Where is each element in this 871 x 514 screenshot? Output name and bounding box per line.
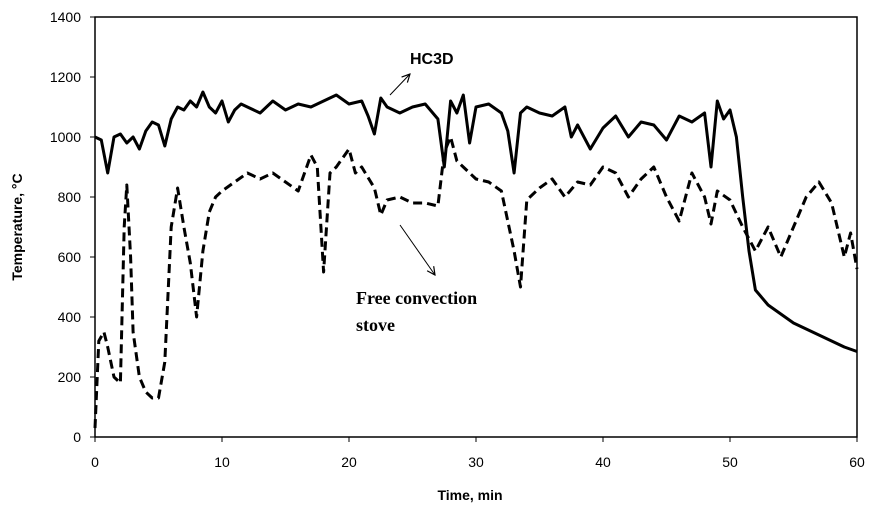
plot-frame xyxy=(94,16,858,438)
x-tick-label: 60 xyxy=(849,454,865,470)
annotation: HC3D xyxy=(410,51,454,68)
x-tick-label: 50 xyxy=(722,454,738,470)
y-tick-label: 1200 xyxy=(50,69,81,85)
y-tick-label: 1400 xyxy=(50,9,81,25)
x-tick-label: 20 xyxy=(341,454,357,470)
annotation: stove xyxy=(356,315,395,335)
x-tick-label: 10 xyxy=(214,454,230,470)
annotation-arrow xyxy=(399,224,435,275)
y-tick-label: 200 xyxy=(58,369,82,385)
y-axis-label: Temperature, °C xyxy=(9,173,25,280)
annotation-arrow xyxy=(389,74,410,96)
x-axis-label: Time, min xyxy=(437,487,502,503)
data-line xyxy=(94,90,858,353)
annotation: Free convection xyxy=(356,288,477,308)
x-tick-label: 0 xyxy=(91,454,99,470)
data-line xyxy=(93,135,859,429)
y-tick-label: 600 xyxy=(58,249,82,265)
y-tick-label: 1000 xyxy=(50,129,81,145)
y-tick-label: 800 xyxy=(58,189,82,205)
x-tick-label: 30 xyxy=(468,454,484,470)
y-tick-label: 400 xyxy=(58,309,82,325)
y-tick-label: 0 xyxy=(73,429,81,445)
x-tick-label: 40 xyxy=(595,454,611,470)
